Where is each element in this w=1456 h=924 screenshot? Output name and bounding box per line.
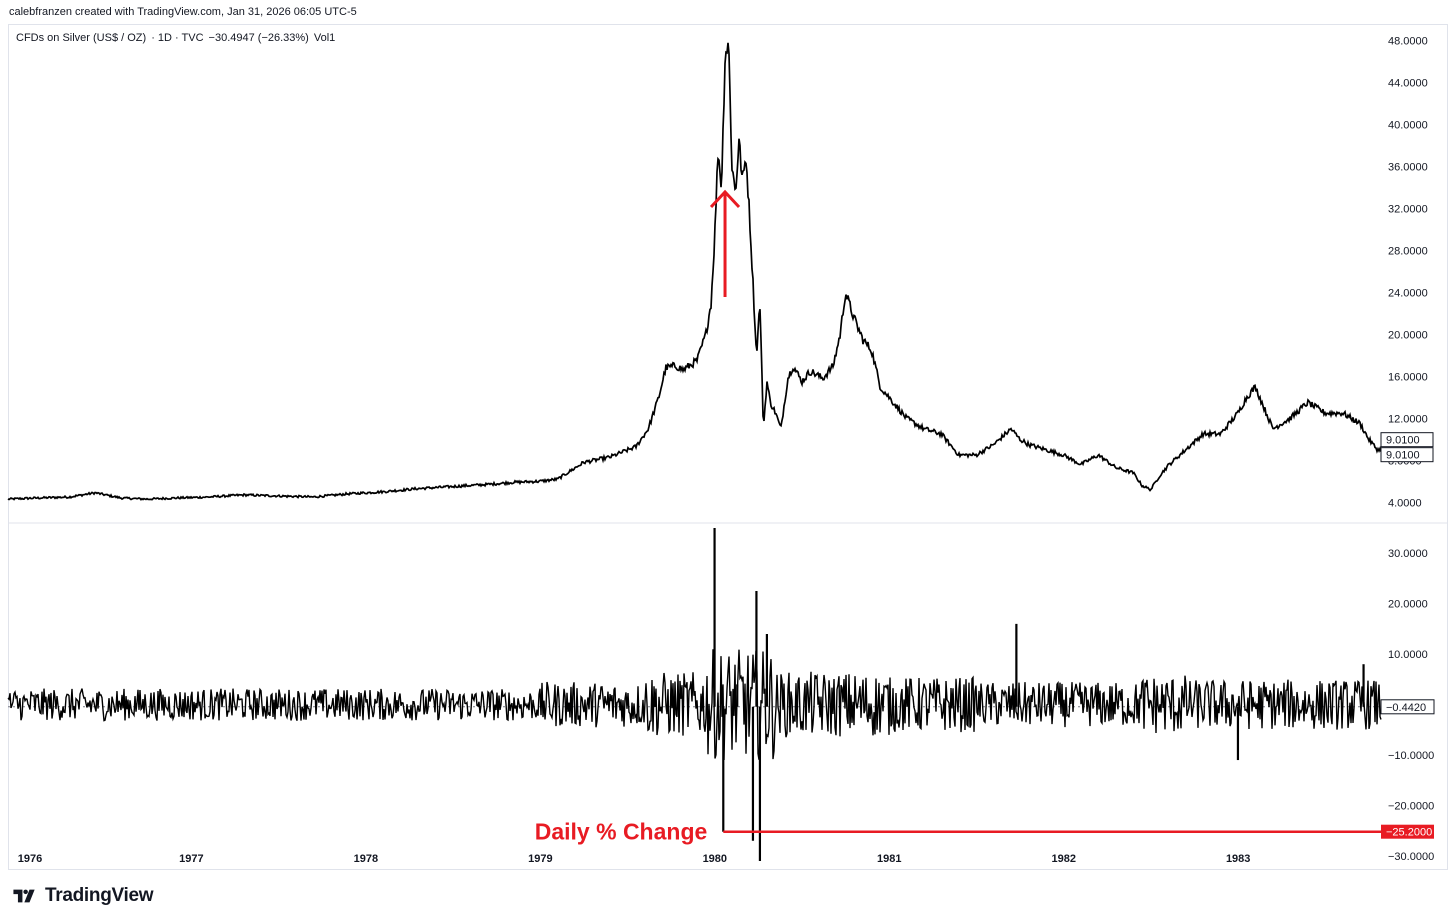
last-value-label: −0.4420 xyxy=(1386,702,1426,714)
price-tick-label: 12.0000 xyxy=(1388,413,1428,425)
price-tick-label: 28.0000 xyxy=(1388,245,1428,257)
legend-change: −30.4947 (−26.33%) xyxy=(208,32,309,44)
red-arrow-head xyxy=(709,189,741,209)
legend-study: Vol1 xyxy=(313,32,336,44)
time-tick-label: 1980 xyxy=(703,853,727,865)
legend-symbol: CFDs on Silver (US$ / OZ) xyxy=(16,32,147,44)
price-tick-label: 20.0000 xyxy=(1388,329,1428,341)
time-tick-label: 1976 xyxy=(18,853,42,865)
time-tick-label: 1983 xyxy=(1226,853,1250,865)
price-tick-label: 24.0000 xyxy=(1388,287,1428,299)
last-value-box xyxy=(1380,699,1435,715)
price-tick-label: 44.0000 xyxy=(1388,77,1428,89)
change-line xyxy=(7,649,1382,761)
price-tick-label: 48.0000 xyxy=(1388,35,1428,47)
time-tick-label: 1979 xyxy=(528,853,552,865)
change-tick-label: −30.0000 xyxy=(1388,851,1434,863)
change-axis[interactable]: −30.0000 −20.0000 −10.0000 10.0000 20.0000 30… xyxy=(1380,548,1435,863)
price-tick-label: 32.0000 xyxy=(1388,203,1428,215)
tradingview-brand[interactable]: TradingView xyxy=(10,885,154,907)
price-tick-label: 16.0000 xyxy=(1388,371,1428,383)
price-tick-label: 40.0000 xyxy=(1388,119,1428,131)
annotation-value-label: −25.2000 xyxy=(1386,827,1432,839)
price-label: 9.0100 xyxy=(1386,450,1420,462)
annotation-label: Daily % Change xyxy=(535,819,708,845)
time-axis[interactable]: 1976 1977 1978 1979 1980 1981 1982 1983 xyxy=(18,853,1251,865)
chart-frame xyxy=(8,24,1448,870)
time-tick-label: 1978 xyxy=(354,853,378,865)
annotation-value-box xyxy=(1381,824,1434,839)
price-tick-label: 36.0000 xyxy=(1388,161,1428,173)
price-tick-label: 4.0000 xyxy=(1388,497,1422,509)
time-tick-label: 1982 xyxy=(1051,853,1075,865)
change-pane[interactable] xyxy=(7,528,1382,861)
price-axis[interactable]: 4.00008.000012.000016.000020.000024.0000… xyxy=(1380,35,1434,509)
change-tick-label: −10.0000 xyxy=(1388,750,1434,762)
chart-header-credit: calebfranzen created with TradingView.co… xyxy=(9,6,357,18)
tradingview-logo-icon xyxy=(13,889,35,903)
brand-name: TradingView xyxy=(45,885,154,906)
price-line xyxy=(7,42,1382,501)
price-label-box xyxy=(1380,432,1434,448)
legend-interval: · 1D · TVC xyxy=(151,32,204,44)
change-tick-label: 30.0000 xyxy=(1388,548,1428,560)
change-tick-label: −20.0000 xyxy=(1388,800,1434,812)
price-pane[interactable] xyxy=(7,42,1382,501)
price-label: 9.0100 xyxy=(1386,435,1420,447)
price-label-box xyxy=(1380,447,1434,463)
change-tick-label: 20.0000 xyxy=(1388,599,1428,611)
time-tick-label: 1977 xyxy=(179,853,203,865)
chart-legend[interactable]: CFDs on Silver (US$ / OZ) · 1D · TVC −30.4… xyxy=(16,32,340,44)
time-tick-label: 1981 xyxy=(877,853,901,865)
annotation-layer: Daily % Change −25.2000 xyxy=(535,189,1434,845)
change-tick-label: 10.0000 xyxy=(1388,649,1428,661)
